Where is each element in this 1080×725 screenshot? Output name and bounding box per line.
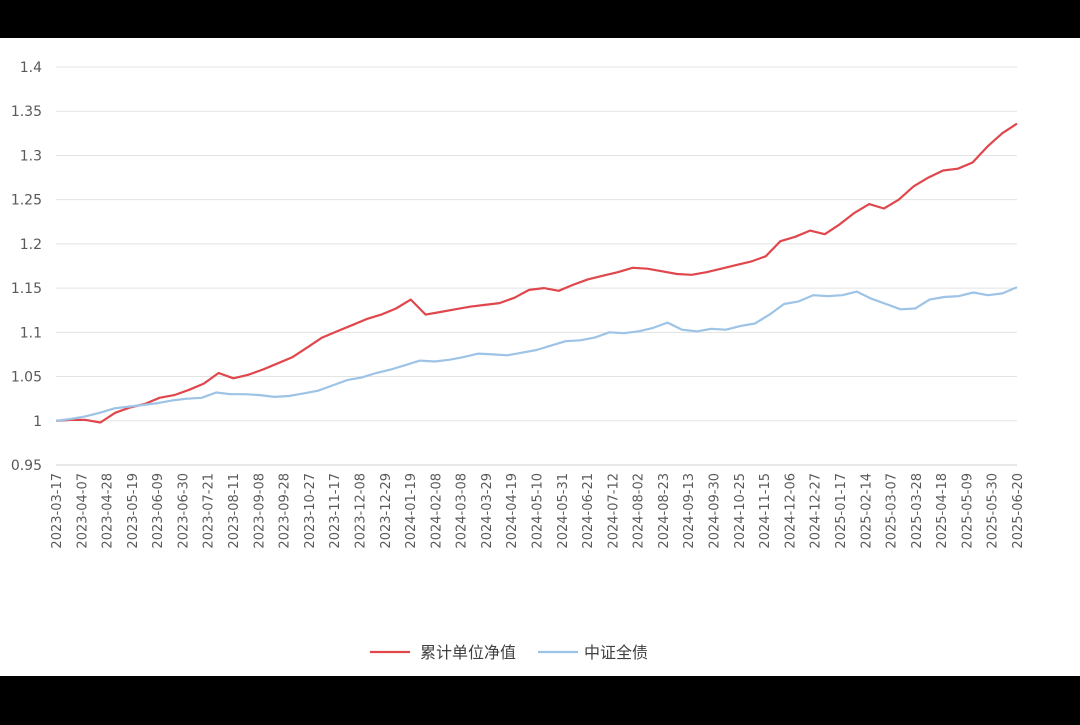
x-tick-label: 2024-04-19: [505, 473, 520, 549]
y-tick-label: 1.35: [11, 104, 42, 120]
legend-label-0: 累计单位净值: [420, 643, 516, 662]
x-tick-label: 2023-04-28: [101, 473, 116, 549]
x-tick-label: 2024-03-29: [480, 473, 495, 549]
x-tick-label: 2024-06-21: [581, 473, 596, 549]
x-tick-label: 2023-04-07: [75, 473, 90, 549]
x-tick-label: 2025-05-30: [986, 473, 1001, 549]
x-tick-label: 2025-05-09: [960, 473, 975, 549]
y-tick-label: 0.95: [11, 458, 42, 474]
x-tick-label: 2024-05-31: [556, 473, 571, 549]
x-tick-label: 2023-05-19: [126, 473, 141, 549]
line-chart: 1.4 1.35 1.3 1.25 1.2 1.15 1.1 1.05 1 0.95 2023-0…: [11, 60, 1026, 662]
x-tick-label: 2024-02-08: [429, 473, 444, 549]
series-line-1: [55, 286, 1018, 422]
y-tick-label: 1.4: [20, 60, 42, 76]
x-tick-label: 2025-03-28: [910, 473, 925, 549]
x-tick-label: 2023-08-11: [227, 473, 242, 549]
x-tick-label: 2024-10-25: [733, 473, 748, 549]
x-tick-label: 2023-03-17: [50, 473, 65, 549]
x-tick-label: 2025-01-17: [834, 473, 849, 549]
x-tick-label: 2024-09-30: [708, 473, 723, 549]
x-tick-label: 2023-12-29: [379, 473, 394, 549]
x-tick-label: 2023-09-28: [278, 473, 293, 549]
x-tick-label: 2025-02-14: [859, 473, 874, 549]
x-tick-label: 2023-11-17: [328, 473, 343, 549]
x-tick-label: 2023-10-27: [303, 473, 318, 549]
x-tick-label: 2024-11-15: [758, 473, 773, 549]
x-tick-label: 2025-04-18: [935, 473, 950, 549]
x-tick-label: 2024-09-13: [682, 473, 697, 549]
y-tick-label: 1.1: [20, 325, 42, 341]
x-tick-label: 2025-03-07: [885, 473, 900, 549]
x-tick-label: 2024-05-10: [531, 473, 546, 549]
y-tick-label: 1.25: [11, 193, 42, 209]
x-tick-label: 2024-12-06: [783, 473, 798, 549]
chart-panel: 1.4 1.35 1.3 1.25 1.2 1.15 1.1 1.05 1 0.95 2023-0…: [0, 38, 1080, 676]
x-tick-label: 2024-08-02: [632, 473, 647, 549]
x-tick-label: 2025-06-20: [1011, 473, 1026, 549]
x-tick-label: 2023-06-09: [151, 473, 166, 549]
y-tick-label: 1.05: [11, 370, 42, 386]
legend: 累计单位净值 中证全债: [370, 643, 648, 662]
series-lines: [55, 122, 1018, 424]
y-tick-label: 1: [33, 414, 42, 430]
x-tick-label: 2023-12-08: [353, 473, 368, 549]
x-axis: 2023-03-17 2023-04-07 2023-04-28 2023-05-19…: [50, 473, 1026, 549]
series-line-0: [55, 122, 1018, 424]
x-tick-label: 2024-12-27: [809, 473, 824, 549]
x-tick-label: 2024-08-23: [657, 473, 672, 549]
gridlines: [56, 66, 1017, 466]
x-tick-label: 2023-09-08: [252, 473, 267, 549]
y-axis: 1.4 1.35 1.3 1.25 1.2 1.15 1.1 1.05 1 0.95: [11, 60, 42, 474]
x-tick-label: 2024-07-12: [606, 473, 621, 549]
y-tick-label: 1.15: [11, 281, 42, 297]
x-tick-label: 2024-01-19: [404, 473, 419, 549]
legend-label-1: 中证全债: [584, 643, 648, 662]
x-tick-label: 2023-06-30: [176, 473, 191, 549]
y-tick-label: 1.3: [20, 148, 42, 164]
x-tick-label: 2024-03-08: [455, 473, 470, 549]
y-tick-label: 1.2: [20, 237, 42, 253]
x-tick-label: 2023-07-21: [202, 473, 217, 549]
